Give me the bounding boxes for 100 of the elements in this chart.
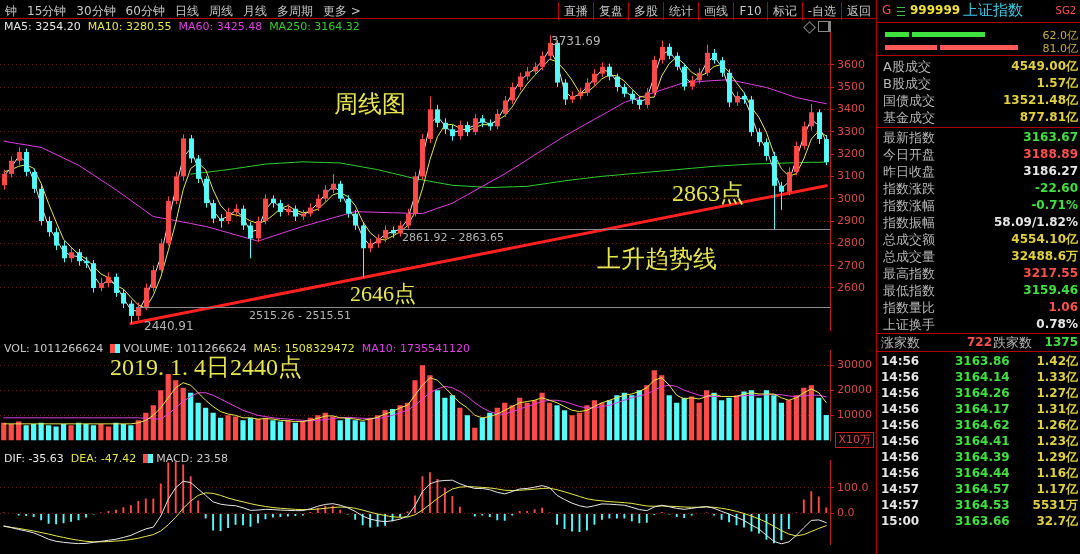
text: MA5: 1508329472	[253, 342, 355, 355]
bar	[300, 421, 306, 441]
text: DEA: -47.42	[70, 452, 137, 465]
bar	[763, 390, 770, 441]
bar	[704, 390, 710, 441]
candlestick	[802, 121, 807, 151]
bar	[636, 390, 642, 441]
candlestick	[473, 113, 478, 136]
bar	[771, 395, 777, 441]
candlestick	[705, 44, 710, 77]
bar	[83, 424, 89, 441]
category-label: 指数涨幅	[883, 197, 935, 214]
bar	[8, 424, 14, 441]
candlestick	[54, 227, 59, 251]
y-tick-label: 3600	[837, 57, 865, 71]
bar	[203, 407, 209, 441]
band-label: 2515.26 - 2515.51	[249, 309, 351, 323]
candlestick	[263, 193, 268, 225]
candlestick	[129, 299, 134, 324]
category-label: 60分钟	[124, 3, 166, 20]
text: MA10: 1735541120	[361, 342, 470, 355]
bar	[337, 420, 343, 441]
category-label: 最高指数	[883, 265, 935, 282]
text: 3159.46	[1023, 283, 1078, 297]
candlestick	[338, 180, 343, 203]
bar	[748, 390, 755, 441]
text: 14:57 3164.57 1.17亿	[881, 482, 1078, 496]
bar	[524, 402, 530, 441]
text: 14:56 3164.26 1.27亿	[881, 386, 1078, 400]
bar	[614, 395, 620, 441]
bar	[120, 424, 126, 441]
y-tick-label: 30000	[837, 358, 872, 372]
text: 14:56 3164.62 1.26亿	[881, 418, 1078, 432]
category-label: 最新指数	[883, 129, 935, 146]
category-label: 钟	[4, 3, 18, 20]
text: 统计	[663, 2, 699, 20]
y-tick-label: 10000	[837, 408, 872, 422]
category-label: 总成交额	[883, 231, 935, 248]
annotation: 2019. 1. 4日2440点	[110, 354, 302, 380]
text: 81.0亿	[1042, 41, 1078, 56]
category-label: 日线	[173, 3, 200, 20]
category-label: 周线	[207, 3, 234, 20]
annotation: 2646点	[350, 281, 416, 306]
bar	[569, 415, 575, 441]
text: 1375	[1044, 334, 1078, 351]
bar	[718, 400, 725, 441]
y-tick-label: 2900	[837, 213, 865, 227]
y-tick-label: 2700	[837, 258, 865, 272]
text: 14:56 3164.41 1.23亿	[881, 434, 1078, 448]
bar	[255, 419, 261, 441]
bar	[576, 412, 583, 441]
legend-label: MACD: 23.58	[156, 452, 228, 465]
bar	[60, 424, 67, 441]
category-label: 指数涨跌	[883, 180, 935, 197]
bar	[247, 417, 254, 441]
bar	[711, 392, 717, 441]
candlestick	[435, 104, 440, 128]
bar	[546, 402, 553, 441]
bar	[225, 415, 231, 441]
candlestick	[787, 166, 792, 196]
text: F10	[733, 2, 767, 20]
y-tick-label: 3400	[837, 102, 865, 116]
bar	[696, 402, 702, 441]
text: 14:56 3164.39 1.29亿	[881, 450, 1078, 464]
text: 直播	[558, 2, 594, 20]
bar	[412, 380, 418, 441]
bar	[352, 420, 358, 441]
bar	[786, 400, 792, 441]
candlestick	[248, 221, 253, 259]
text: 14:56 3163.86 1.42亿	[881, 354, 1078, 368]
bar	[651, 370, 657, 441]
y-tick-label: 3100	[837, 169, 865, 183]
text: G	[882, 3, 892, 17]
candlestick	[121, 288, 126, 309]
bar	[217, 417, 224, 441]
bar	[195, 402, 201, 441]
text: 0.78%	[1036, 317, 1078, 331]
text: 3188.89	[1023, 147, 1078, 161]
text: -22.60	[1035, 181, 1078, 195]
text: 14:56 3164.14 1.33亿	[881, 370, 1078, 384]
bar	[23, 425, 29, 441]
text: 上证指数	[963, 1, 1023, 20]
bar	[173, 380, 179, 441]
bar	[285, 420, 291, 441]
candlestick	[809, 103, 814, 132]
bar	[360, 421, 366, 441]
text: 标记	[766, 2, 802, 20]
text: -0.71%	[1031, 198, 1078, 212]
bar	[180, 387, 186, 441]
category-label: 昨日收盘	[883, 163, 935, 180]
bar	[292, 422, 298, 441]
category-label: 指数振幅	[883, 214, 935, 231]
category-label: A股成交	[883, 58, 931, 75]
candlestick	[47, 216, 52, 238]
category-label: 基金成交	[883, 109, 935, 126]
candlestick	[660, 40, 665, 65]
bar	[45, 425, 52, 441]
candlestick	[144, 283, 149, 311]
text: 3163.67	[1023, 130, 1078, 144]
candlestick	[503, 95, 508, 118]
